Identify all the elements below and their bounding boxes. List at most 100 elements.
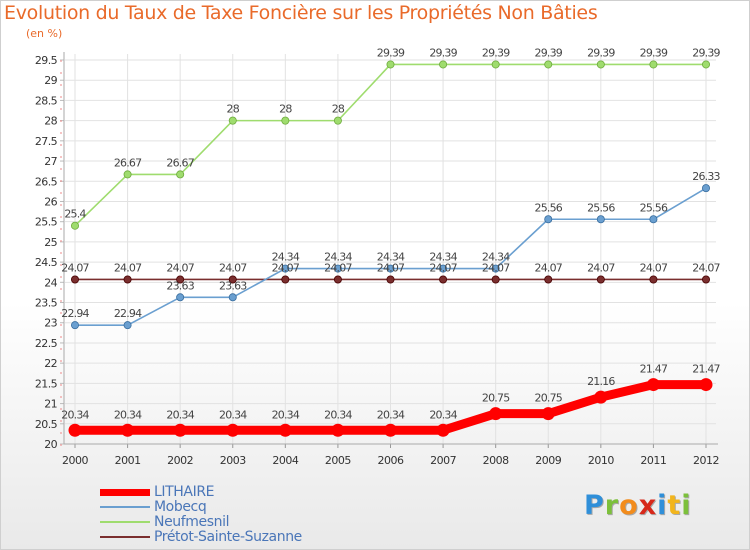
y-tick-label: 22 <box>44 357 57 370</box>
data-point <box>176 293 185 302</box>
data-label: 29.39 <box>692 46 720 59</box>
y-tick-label: 28.5 <box>35 94 58 107</box>
data-label: 25.56 <box>535 201 563 214</box>
legend-swatch <box>100 536 150 538</box>
logo-letter: i <box>657 490 668 521</box>
data-point <box>649 215 658 224</box>
data-point <box>68 423 82 437</box>
logo-letter: P <box>584 490 605 521</box>
data-point <box>649 275 658 284</box>
data-label: 24.07 <box>640 261 668 274</box>
x-tick-label: 2011 <box>640 454 666 467</box>
logo-letter: x <box>638 490 658 521</box>
legend-label: Mobecq <box>154 499 207 515</box>
data-point <box>439 275 448 284</box>
axes: 20 20.5 21 21.5 22 22.5 23 23.5 24 24.5 25 25.5 26 26… <box>35 52 720 467</box>
y-tick-label: 28 <box>44 115 57 128</box>
data-label: 24.34 <box>429 251 457 264</box>
data-label: 26.33 <box>692 170 720 183</box>
series-lines <box>68 60 713 437</box>
data-point <box>594 390 608 404</box>
data-point <box>596 275 605 284</box>
y-tick-label: 21.5 <box>35 377 58 390</box>
legend-item: Prétot-Sainte-Suzanne <box>100 529 360 545</box>
x-tick-label: 2004 <box>272 454 298 467</box>
data-point <box>544 215 553 224</box>
data-label: 25.56 <box>640 201 668 214</box>
x-tick-label: 2005 <box>325 454 351 467</box>
y-tick-label: 23.5 <box>35 297 58 310</box>
y-tick-label: 24.5 <box>35 256 58 269</box>
y-tick-label: 25 <box>44 236 57 249</box>
legend-item: Neufmesnil <box>100 514 360 530</box>
data-label: 24.34 <box>324 251 352 264</box>
data-label: 24.07 <box>166 261 194 274</box>
y-tick-label: 21 <box>44 398 57 411</box>
data-label: 24.07 <box>114 261 142 274</box>
data-label: 22.94 <box>114 307 142 320</box>
data-label: 24.07 <box>377 261 405 274</box>
data-label: 20.34 <box>429 408 457 421</box>
logo-letter: o <box>619 490 639 521</box>
data-point <box>544 275 553 284</box>
data-label: 20.75 <box>535 392 563 405</box>
data-point <box>228 293 237 302</box>
data-label: 24.07 <box>535 261 563 274</box>
data-point <box>541 407 555 421</box>
data-label: 21.47 <box>692 363 720 376</box>
data-label: 24.07 <box>219 261 247 274</box>
data-label: 24.34 <box>272 251 300 264</box>
x-tick-label: 2009 <box>535 454 561 467</box>
data-label: 20.34 <box>377 408 405 421</box>
y-axis-unit-label: (en %) <box>26 27 63 40</box>
data-point <box>702 275 711 284</box>
chart-title: Evolution du Taux de Taxe Foncière sur l… <box>4 2 598 24</box>
data-point <box>123 321 132 330</box>
data-label: 24.07 <box>272 261 300 274</box>
data-point <box>439 60 448 69</box>
data-label: 24.07 <box>429 261 457 274</box>
data-point <box>596 60 605 69</box>
data-point <box>649 60 658 69</box>
data-label: 28 <box>332 103 345 116</box>
data-label: 24.07 <box>692 261 720 274</box>
x-tick-label: 2006 <box>378 454 404 467</box>
data-label: 23.63 <box>166 279 194 292</box>
x-tick-label: 2010 <box>588 454 614 467</box>
data-labels: 20.34 20.34 20.34 20.34 20.34 20.34 20.34 20.34… <box>61 46 721 421</box>
legend-label: Neufmesnil <box>154 514 230 530</box>
y-tick-label: 27 <box>44 155 57 168</box>
data-point <box>333 116 342 125</box>
data-label: 21.16 <box>587 375 615 388</box>
y-tick-label: 24 <box>44 276 57 289</box>
data-label: 26.67 <box>166 156 194 169</box>
data-label: 22.94 <box>61 307 89 320</box>
y-tick-label: 29 <box>44 74 57 87</box>
legend-swatch <box>100 506 150 508</box>
data-point <box>278 423 292 437</box>
data-point <box>386 275 395 284</box>
y-tick-label: 27.5 <box>35 135 58 148</box>
y-tick-label: 20 <box>44 438 57 451</box>
data-label: 24.34 <box>482 251 510 264</box>
data-point <box>281 116 290 125</box>
x-tick-label: 2002 <box>167 454 193 467</box>
data-label: 29.39 <box>640 46 668 59</box>
data-point <box>123 275 132 284</box>
data-point <box>331 423 345 437</box>
data-label: 29.39 <box>587 46 615 59</box>
x-tick-label: 2012 <box>693 454 719 467</box>
data-point <box>71 321 80 330</box>
data-label: 23.63 <box>219 279 247 292</box>
data-label: 24.07 <box>482 261 510 274</box>
legend-swatch <box>100 489 150 496</box>
logo-letter: r <box>604 490 620 521</box>
logo-letter: i <box>681 490 692 521</box>
y-tick-label: 22.5 <box>35 337 58 350</box>
y-tick-label: 26 <box>44 195 57 208</box>
legend-item: LITHAIRE <box>100 484 360 500</box>
data-label: 24.07 <box>61 261 89 274</box>
data-point <box>489 407 503 421</box>
